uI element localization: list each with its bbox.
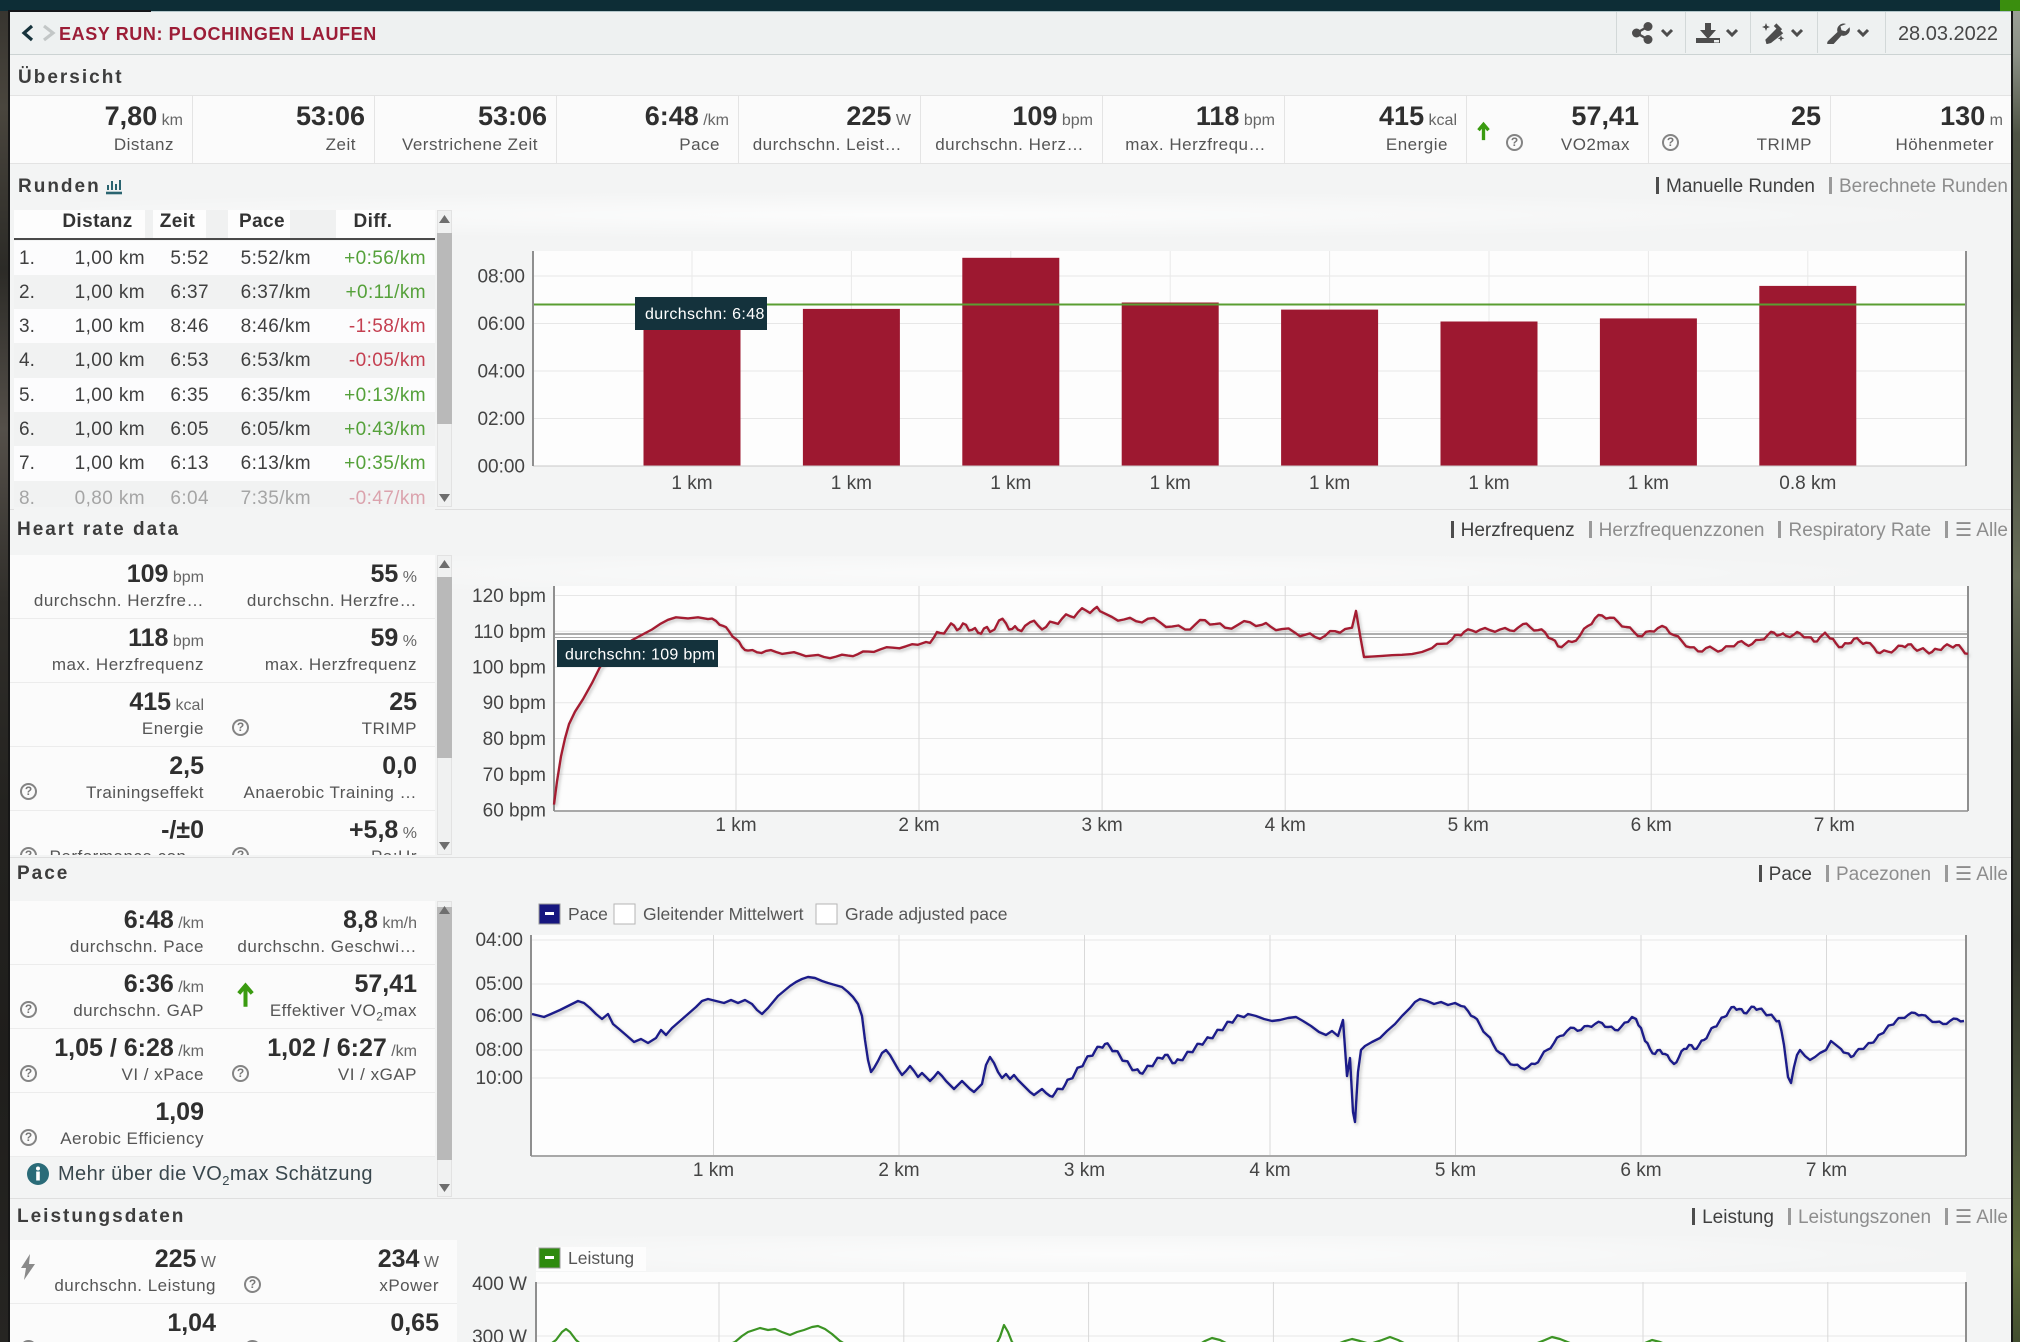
svg-text:Grade adjusted pace: Grade adjusted pace xyxy=(845,904,1007,924)
svg-text:Pace: Pace xyxy=(568,904,608,924)
svg-text:Gleitender Mittelwert: Gleitender Mittelwert xyxy=(643,904,804,924)
svg-text:120 bpm: 120 bpm xyxy=(472,586,546,607)
svg-text:7 km: 7 km xyxy=(1806,1160,1847,1181)
svg-text:2 km: 2 km xyxy=(898,815,939,836)
svg-text:70 bpm: 70 bpm xyxy=(483,765,546,786)
svg-text:1 km: 1 km xyxy=(990,473,1031,494)
svg-text:90 bpm: 90 bpm xyxy=(483,693,546,714)
svg-text:5 km: 5 km xyxy=(1448,815,1489,836)
svg-text:08:00: 08:00 xyxy=(477,267,525,288)
svg-text:Leistung: Leistung xyxy=(568,1248,634,1268)
svg-text:1 km: 1 km xyxy=(1468,473,1509,494)
svg-text:3 km: 3 km xyxy=(1082,815,1123,836)
svg-text:1 km: 1 km xyxy=(1628,473,1669,494)
svg-text:0.8 km: 0.8 km xyxy=(1779,473,1836,494)
svg-text:08:00: 08:00 xyxy=(475,1040,523,1061)
svg-text:6 km: 6 km xyxy=(1620,1160,1661,1181)
svg-text:80 bpm: 80 bpm xyxy=(483,729,546,750)
svg-text:6 km: 6 km xyxy=(1631,815,1672,836)
svg-text:2 km: 2 km xyxy=(878,1160,919,1181)
svg-text:1 km: 1 km xyxy=(831,473,872,494)
svg-text:7 km: 7 km xyxy=(1814,815,1855,836)
svg-text:1 km: 1 km xyxy=(715,815,756,836)
svg-text:5 km: 5 km xyxy=(1435,1160,1476,1181)
svg-text:02:00: 02:00 xyxy=(477,409,525,430)
svg-text:400 W: 400 W xyxy=(472,1274,527,1295)
svg-text:durchschn: 6:48: durchschn: 6:48 xyxy=(645,306,765,323)
svg-text:05:00: 05:00 xyxy=(475,974,523,995)
svg-text:110 bpm: 110 bpm xyxy=(473,622,546,643)
svg-text:1 km: 1 km xyxy=(693,1160,734,1181)
svg-text:3 km: 3 km xyxy=(1064,1160,1105,1181)
svg-text:60 bpm: 60 bpm xyxy=(483,801,546,822)
svg-text:04:00: 04:00 xyxy=(475,930,523,951)
svg-text:06:00: 06:00 xyxy=(477,314,525,335)
svg-text:1 km: 1 km xyxy=(1150,473,1191,494)
svg-text:durchschn: 109 bpm: durchschn: 109 bpm xyxy=(565,647,715,664)
svg-text:06:00: 06:00 xyxy=(475,1006,523,1027)
svg-text:4 km: 4 km xyxy=(1249,1160,1290,1181)
svg-text:04:00: 04:00 xyxy=(477,362,525,383)
svg-text:100 bpm: 100 bpm xyxy=(472,658,546,679)
svg-text:1 km: 1 km xyxy=(671,473,712,494)
svg-text:10:00: 10:00 xyxy=(475,1068,523,1089)
svg-text:4 km: 4 km xyxy=(1265,815,1306,836)
svg-text:300 W: 300 W xyxy=(472,1327,527,1342)
svg-text:00:00: 00:00 xyxy=(477,457,525,478)
svg-text:1 km: 1 km xyxy=(1309,473,1350,494)
